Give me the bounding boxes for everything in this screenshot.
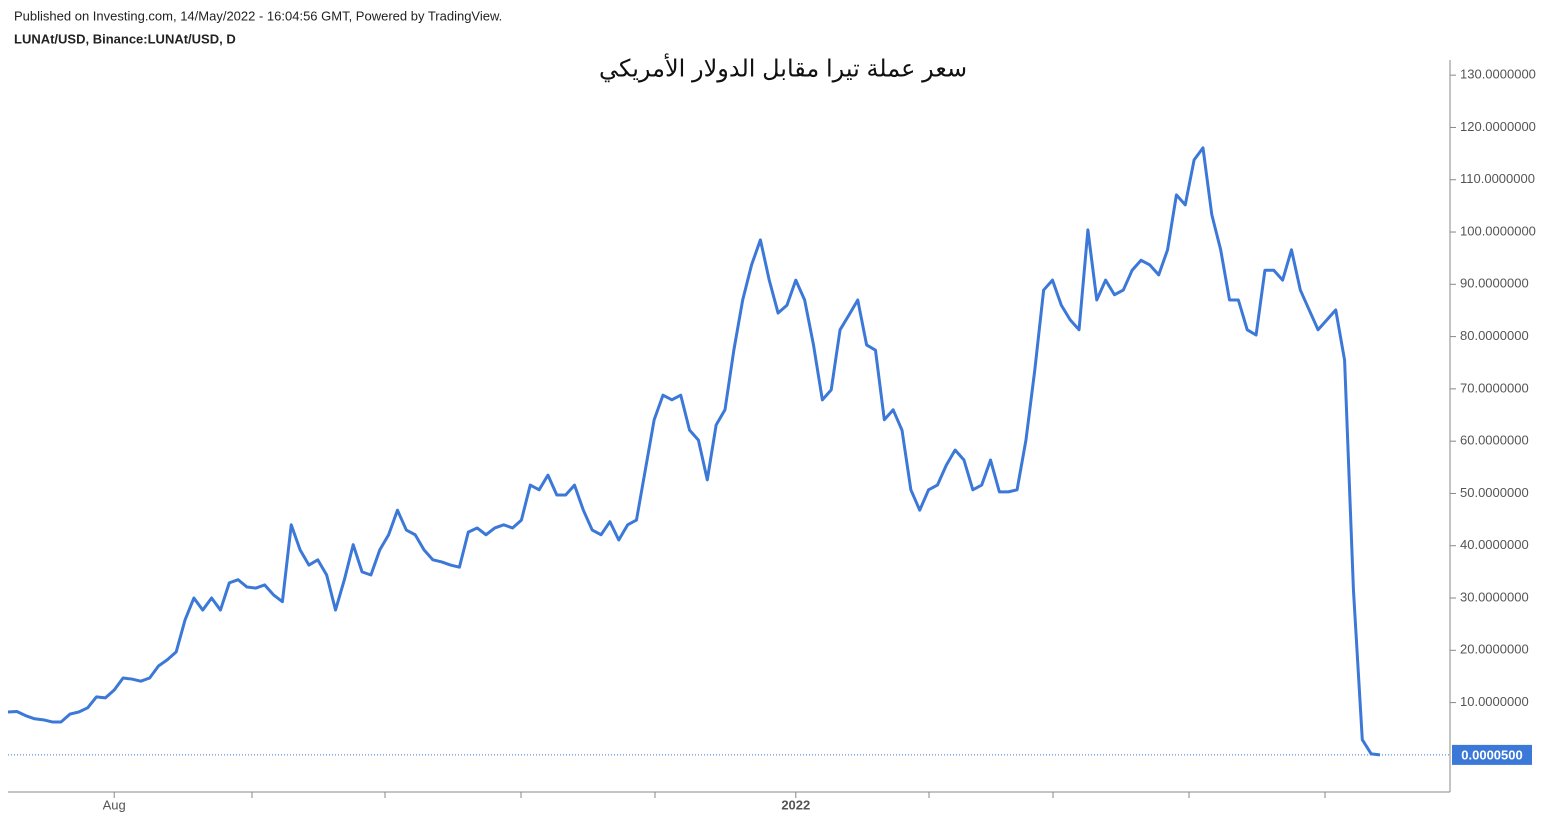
chart-title: سعر عملة تيرا مقابل الدولار الأمريكي [599,53,967,82]
last-price-label: 0.0000500 [1461,747,1522,762]
month-ticks [251,792,1326,798]
x-tick-label: Aug [103,797,126,812]
y-tick-label: 30.0000000 [1460,589,1529,604]
symbol-label: LUNAt/USD, Binance:LUNAt/USD, D [14,31,236,46]
last-price-box [1452,744,1532,765]
y-tick-label: 80.0000000 [1460,328,1529,343]
x-tick-label: 2022 [781,797,810,812]
y-tick-label: 110.0000000 [1460,171,1535,186]
y-tick-label: 70.0000000 [1460,380,1529,395]
y-tick-label: 60.0000000 [1460,433,1529,448]
published-note: Published on Investing.com, 14/May/2022 … [14,8,502,23]
y-tick-label: 10.0000000 [1460,694,1529,709]
y-tick-label: 50.0000000 [1460,485,1529,500]
y-tick-label: 20.0000000 [1460,642,1529,657]
price-line [7,146,1381,757]
y-tick-label: 130.0000000 [1460,67,1536,82]
y-tick-label: 120.0000000 [1460,119,1536,134]
y-tick-label: 90.0000000 [1460,276,1529,291]
y-tick-label: 100.0000000 [1460,223,1536,238]
y-tick-label: 40.0000000 [1460,537,1529,552]
